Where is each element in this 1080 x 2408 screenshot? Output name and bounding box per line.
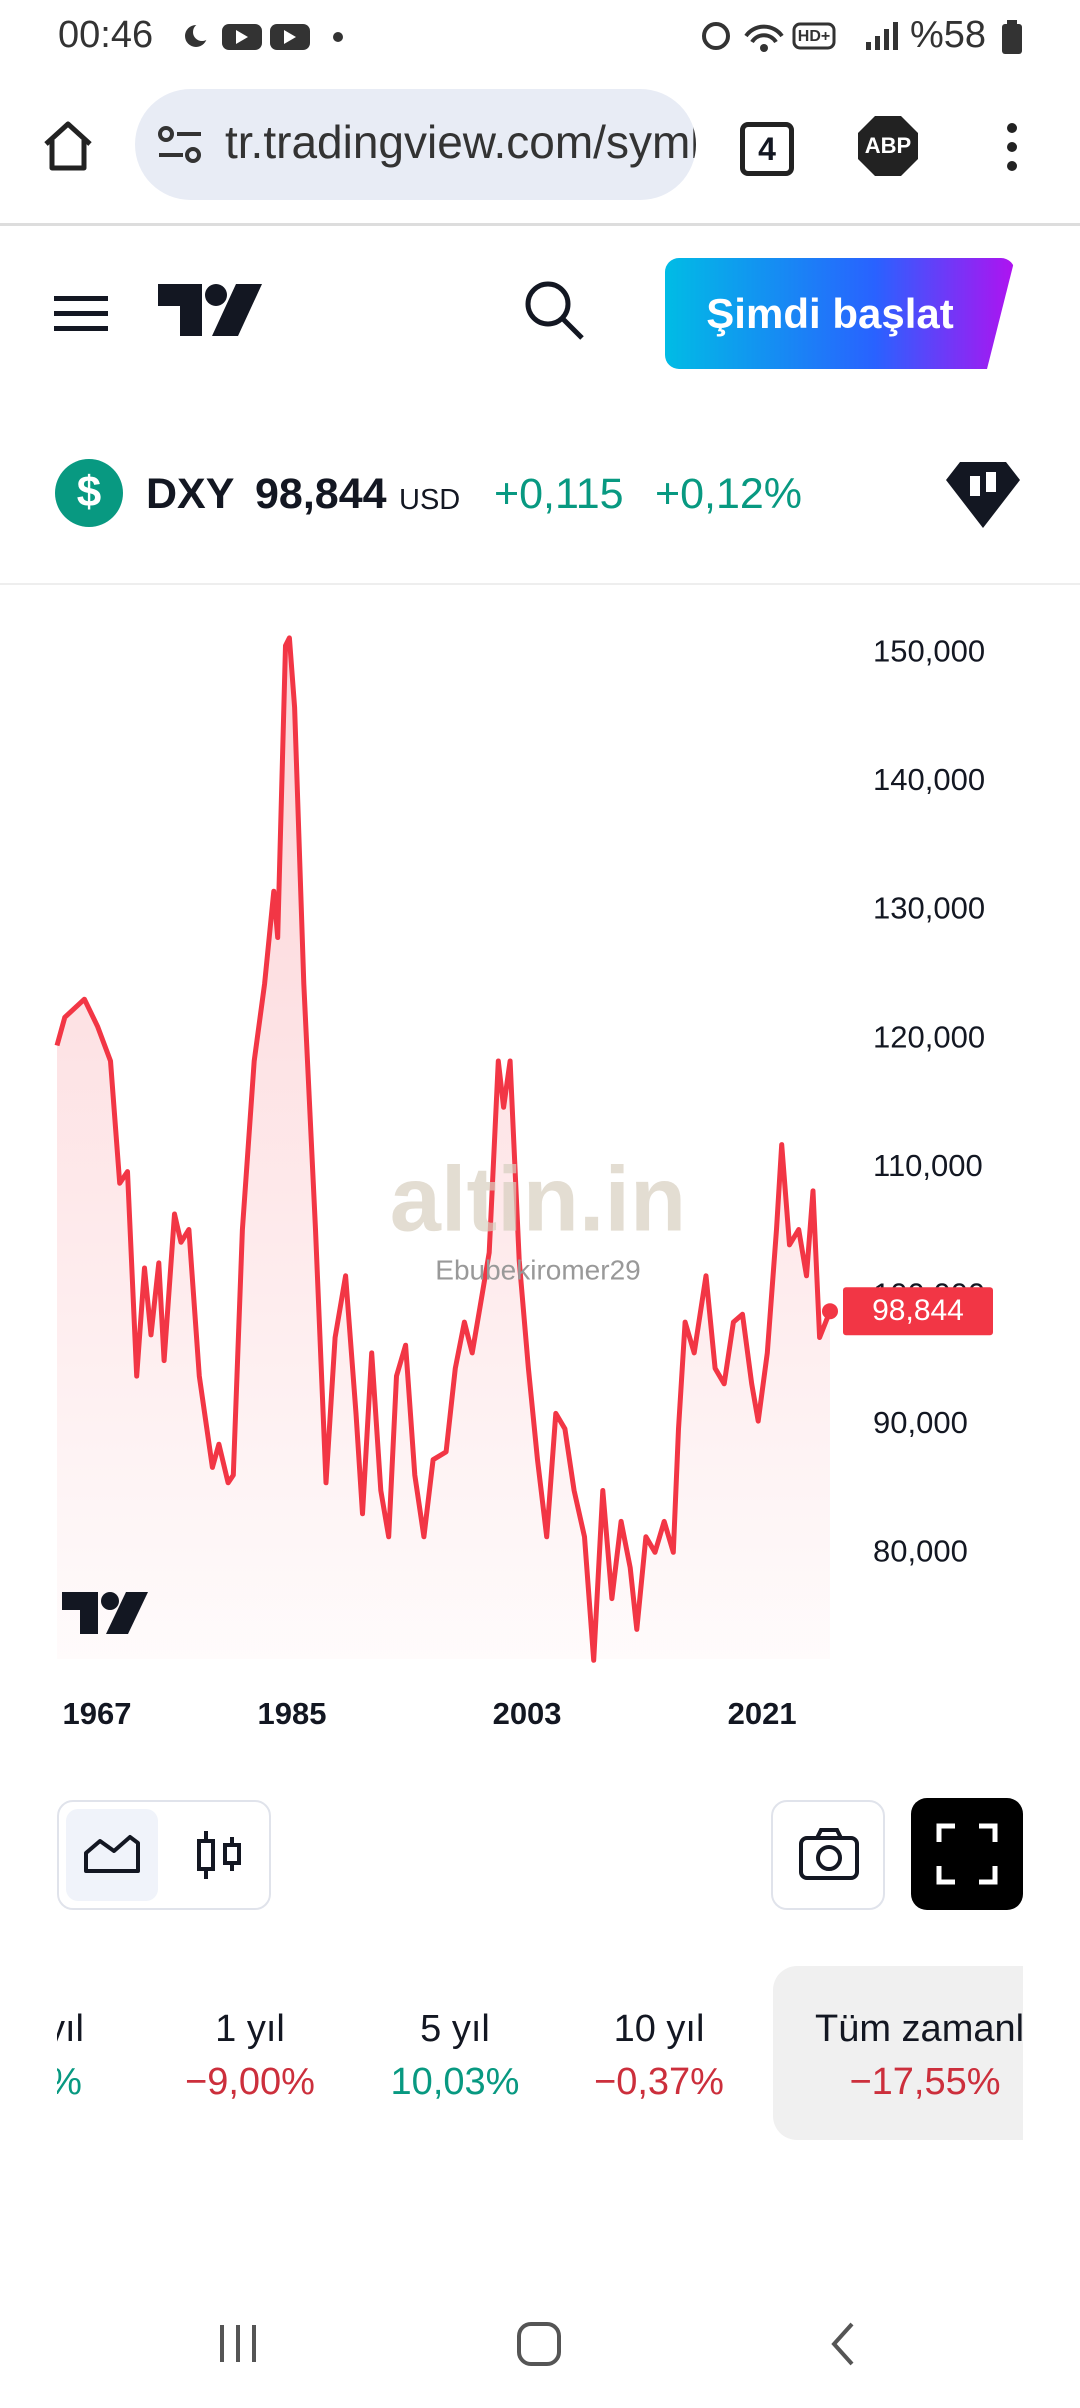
price: 98,844 bbox=[255, 470, 387, 518]
screenshot-button[interactable] bbox=[771, 1800, 885, 1910]
tab-count[interactable]: 4 bbox=[740, 122, 794, 176]
divider bbox=[0, 223, 1080, 226]
svg-text:$: $ bbox=[77, 468, 101, 517]
symbol-icon: $ bbox=[55, 459, 123, 527]
chart-logo bbox=[62, 1592, 148, 1634]
period-label: 5 yıl bbox=[420, 2008, 490, 2050]
chart: altin.in Ebubekiromer29 80,00090,000100,… bbox=[54, 633, 993, 1731]
address-bar[interactable]: tr.tradingview.com/symbols/TVC-DXY/ bbox=[135, 89, 696, 200]
period-label: 1 yıl bbox=[215, 2008, 285, 2050]
change: +0,115 bbox=[494, 470, 624, 518]
site-settings-icon[interactable] bbox=[157, 123, 203, 167]
y-tick-label: 110,000 bbox=[873, 1148, 983, 1183]
y-tick-label: 80,000 bbox=[873, 1534, 968, 1569]
period-change: 10,03% bbox=[390, 2061, 520, 2103]
period-label: 10 yıl bbox=[613, 2008, 705, 2050]
fullscreen-icon bbox=[936, 1823, 998, 1885]
status-system-icons: HD+ bbox=[702, 22, 898, 52]
x-tick-label: 2003 bbox=[493, 1696, 562, 1731]
period-change: −9,00% bbox=[185, 2061, 315, 2103]
back-button[interactable] bbox=[831, 2322, 854, 2366]
recents-button[interactable] bbox=[220, 2325, 256, 2362]
performance-row: yıl% 1 yıl −9,00% 5 yıl 10,03% 10 yıl −0,37% Tü… bbox=[57, 0, 1023, 2408]
svg-text:HD+: HD+ bbox=[798, 28, 830, 45]
search-button[interactable] bbox=[522, 278, 586, 342]
last-price-dot bbox=[822, 1303, 838, 1320]
cta-button[interactable]: Şimdi başlat bbox=[665, 258, 1015, 369]
y-tick-label: 90,000 bbox=[873, 1405, 968, 1440]
menu-dots[interactable] bbox=[1000, 120, 1024, 176]
divider bbox=[0, 583, 1080, 585]
status-icons bbox=[185, 23, 343, 50]
camera-icon bbox=[799, 1828, 859, 1880]
adblock-label: ABP bbox=[865, 133, 911, 158]
hamburger-menu[interactable] bbox=[54, 294, 110, 334]
last-price-label: 98,844 bbox=[872, 1294, 964, 1327]
x-tick-label: 1985 bbox=[258, 1696, 327, 1731]
period-label: yıl bbox=[57, 2008, 84, 2050]
y-tick-label: 120,000 bbox=[873, 1019, 985, 1054]
symbol: DXY bbox=[146, 470, 235, 518]
area-fill bbox=[57, 637, 830, 1661]
period-label: Tüm zamanlar bbox=[815, 2008, 1023, 2050]
x-tick-label: 1967 bbox=[63, 1696, 132, 1731]
status-battery: %58 bbox=[910, 14, 987, 56]
navigation-bar bbox=[220, 2322, 854, 2366]
adblock-button[interactable]: ABP bbox=[856, 114, 920, 178]
pro-icon[interactable] bbox=[946, 460, 1020, 530]
x-tick-label: 2021 bbox=[728, 1696, 797, 1731]
period-change: −0,37% bbox=[594, 2061, 724, 2103]
watermark: altin.in bbox=[390, 1148, 686, 1250]
fullscreen-button[interactable] bbox=[911, 1798, 1023, 1910]
url-text: tr.tradingview.com/symbols/TVC-DXY/ bbox=[225, 116, 696, 168]
battery-icon bbox=[1002, 20, 1022, 54]
performance-item[interactable]: Tüm zamanlar −17,55% bbox=[815, 1966, 1023, 2140]
area-chart-button[interactable] bbox=[66, 1809, 158, 1901]
performance-item[interactable]: 5 yıl 10,03% bbox=[345, 1966, 565, 2140]
y-tick-label: 150,000 bbox=[873, 633, 985, 668]
status-time: 00:46 bbox=[58, 14, 154, 56]
chart-type-group bbox=[57, 1800, 271, 1910]
area-icon bbox=[84, 1835, 140, 1873]
home-nav-button[interactable] bbox=[517, 2322, 561, 2366]
change-percent: +0,12% bbox=[655, 470, 803, 518]
home-button[interactable] bbox=[40, 118, 96, 174]
y-tick-label: 140,000 bbox=[873, 762, 985, 797]
performance-item[interactable]: yıl% bbox=[57, 1966, 175, 2140]
price-line bbox=[54, 635, 833, 1663]
y-tick-label: 130,000 bbox=[873, 891, 985, 926]
period-change: −17,55% bbox=[849, 2061, 1001, 2103]
candle-chart-button[interactable] bbox=[176, 1809, 268, 1901]
selected-period-bg bbox=[773, 1966, 1023, 2140]
cta-label[interactable]: Şimdi başlat bbox=[706, 290, 954, 337]
last-price-pill bbox=[843, 1287, 993, 1336]
period-change: % bbox=[57, 2061, 175, 2104]
currency: USD bbox=[399, 484, 461, 516]
performance-item[interactable]: 1 yıl −9,00% bbox=[140, 1966, 360, 2140]
performance-item[interactable]: 10 yıl −0,37% bbox=[549, 1966, 769, 2140]
tradingview-logo[interactable] bbox=[158, 284, 262, 338]
watermark-user: Ebubekiromer29 bbox=[435, 1254, 640, 1285]
